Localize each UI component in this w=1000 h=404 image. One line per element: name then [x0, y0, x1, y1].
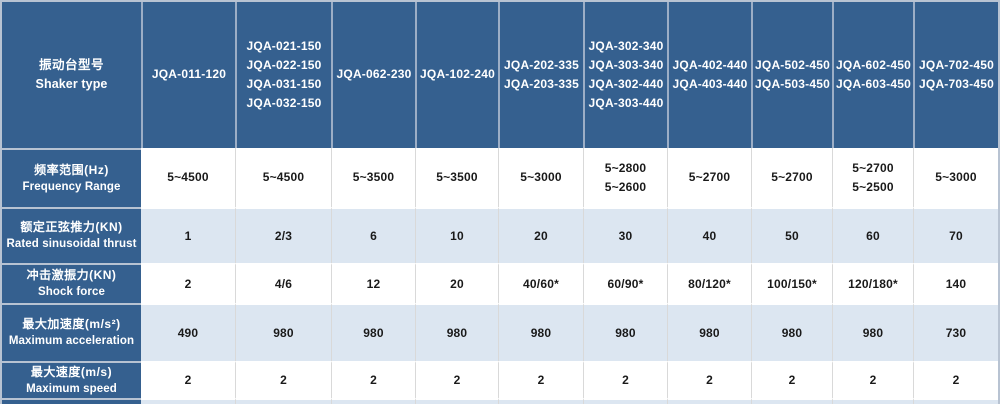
table-cell	[751, 398, 832, 404]
table-cell: 490	[141, 303, 235, 361]
table-cell: 100/150*	[751, 263, 832, 303]
model-header-cell: JQA-202-335 JQA-203-335	[498, 2, 583, 148]
row-label-en: Maximum speed	[26, 382, 117, 395]
row-label-en: Frequency Range	[22, 180, 121, 193]
row-header-cell: 频率范围(Hz) Frequency Range	[2, 148, 141, 207]
table-cell: 1	[141, 207, 235, 263]
model-header-cell: JQA-502-450 JQA-503-450	[751, 2, 832, 148]
table-cell: 980	[235, 303, 331, 361]
row-header-cell: 冲击激振力(KN) Shock force	[2, 263, 141, 303]
table-cell: 5~3500	[415, 148, 498, 207]
table-cell: 2	[751, 361, 832, 398]
table-cell: 60/90*	[583, 263, 667, 303]
table-cell	[331, 398, 415, 404]
table-cell: 980	[583, 303, 667, 361]
model-header-cell: JQA-062-230	[331, 2, 415, 148]
table-cell: 2	[415, 361, 498, 398]
table-cell: 70	[913, 207, 998, 263]
table-cell	[498, 398, 583, 404]
model-header-cell: JQA-011-120	[141, 2, 235, 148]
table-cell: 2	[498, 361, 583, 398]
table-header-row: 振动台型号 Shaker type JQA-011-120 JQA-021-150…	[2, 2, 998, 148]
partial-next-row	[2, 398, 998, 404]
table-cell: 80/120*	[667, 263, 751, 303]
model-header-cell: JQA-402-440 JQA-403-440	[667, 2, 751, 148]
table-cell: 2	[583, 361, 667, 398]
model-header-cell: JQA-302-340 JQA-303-340 JQA-302-440 JQA-…	[583, 2, 667, 148]
table-cell: 5~3500	[331, 148, 415, 207]
corner-header-cell: 振动台型号 Shaker type	[2, 2, 141, 148]
table-cell: 2	[235, 361, 331, 398]
table-cell: 10	[415, 207, 498, 263]
row-label-zh: 最大速度(m/s)	[30, 364, 113, 379]
table-cell: 50	[751, 207, 832, 263]
table-cell: 5~4500	[141, 148, 235, 207]
table-cell: 980	[415, 303, 498, 361]
table-cell: 40	[667, 207, 751, 263]
table-cell	[235, 398, 331, 404]
table-cell: 120/180*	[832, 263, 913, 303]
table-cell	[913, 398, 998, 404]
table-cell: 5~3000	[498, 148, 583, 207]
table-cell: 2	[832, 361, 913, 398]
table-cell: 980	[667, 303, 751, 361]
model-header-cell: JQA-702-450 JQA-703-450	[913, 2, 998, 148]
table-row: 最大加速度(m/s²) Maximum acceleration 490 980 980…	[2, 303, 998, 361]
table-row: 频率范围(Hz) Frequency Range 5~4500 5~4500 5~350…	[2, 148, 998, 207]
table-cell: 20	[498, 207, 583, 263]
table-cell: 12	[331, 263, 415, 303]
table-cell: 2/3	[235, 207, 331, 263]
table-cell	[583, 398, 667, 404]
table-cell: 6	[331, 207, 415, 263]
model-header-cell: JQA-021-150 JQA-022-150 JQA-031-150 JQA-…	[235, 2, 331, 148]
table-cell: 30	[583, 207, 667, 263]
table-cell	[667, 398, 751, 404]
row-label-zh: 频率范围(Hz)	[34, 162, 109, 177]
row-header-cell: 最大速度(m/s) Maximum speed	[2, 361, 141, 398]
row-label-zh: 额定正弦推力(KN)	[20, 220, 123, 235]
table-cell: 730	[913, 303, 998, 361]
table-row: 最大速度(m/s) Maximum speed 2 2 2 2 2 2 2 2 2 2	[2, 361, 998, 398]
table-cell: 5~2700 5~2500	[832, 148, 913, 207]
table-cell: 4/6	[235, 263, 331, 303]
table-cell: 5~2800 5~2600	[583, 148, 667, 207]
row-header-cell: 额定正弦推力(KN) Rated sinusoidal thrust	[2, 207, 141, 263]
table-cell: 5~2700	[751, 148, 832, 207]
table-cell: 980	[751, 303, 832, 361]
table-cell: 5~3000	[913, 148, 998, 207]
table-cell: 980	[832, 303, 913, 361]
table-cell: 2	[913, 361, 998, 398]
table-cell: 140	[913, 263, 998, 303]
row-label-en: Rated sinusoidal thrust	[6, 238, 137, 251]
model-header-cell: JQA-102-240	[415, 2, 498, 148]
corner-label-zh: 振动台型号	[38, 57, 104, 72]
table-cell	[832, 398, 913, 404]
table-cell: 2	[141, 361, 235, 398]
table-cell: 5~4500	[235, 148, 331, 207]
table-row: 额定正弦推力(KN) Rated sinusoidal thrust 1 2/3 6 10…	[2, 207, 998, 263]
corner-label-en: Shaker type	[35, 76, 108, 91]
table-cell	[141, 398, 235, 404]
table-cell: 980	[331, 303, 415, 361]
table-cell: 60	[832, 207, 913, 263]
model-header-cell: JQA-602-450 JQA-603-450	[832, 2, 913, 148]
row-label-zh: 最大加速度(m/s²)	[22, 317, 121, 332]
table-cell: 2	[331, 361, 415, 398]
table-cell: 20	[415, 263, 498, 303]
table-cell: 5~2700	[667, 148, 751, 207]
table-cell: 40/60*	[498, 263, 583, 303]
table-row: 冲击激振力(KN) Shock force 2 4/6 12 20 40/60* 60/90*…	[2, 263, 998, 303]
row-label-en: Shock force	[38, 286, 105, 299]
row-label-zh: 冲击激振力(KN)	[26, 268, 117, 283]
table-cell	[415, 398, 498, 404]
row-label-en: Maximum acceleration	[8, 335, 135, 348]
table-cell: 2	[141, 263, 235, 303]
row-header-cell	[2, 398, 141, 404]
row-header-cell: 最大加速度(m/s²) Maximum acceleration	[2, 303, 141, 361]
table-cell: 2	[667, 361, 751, 398]
table-cell: 980	[498, 303, 583, 361]
